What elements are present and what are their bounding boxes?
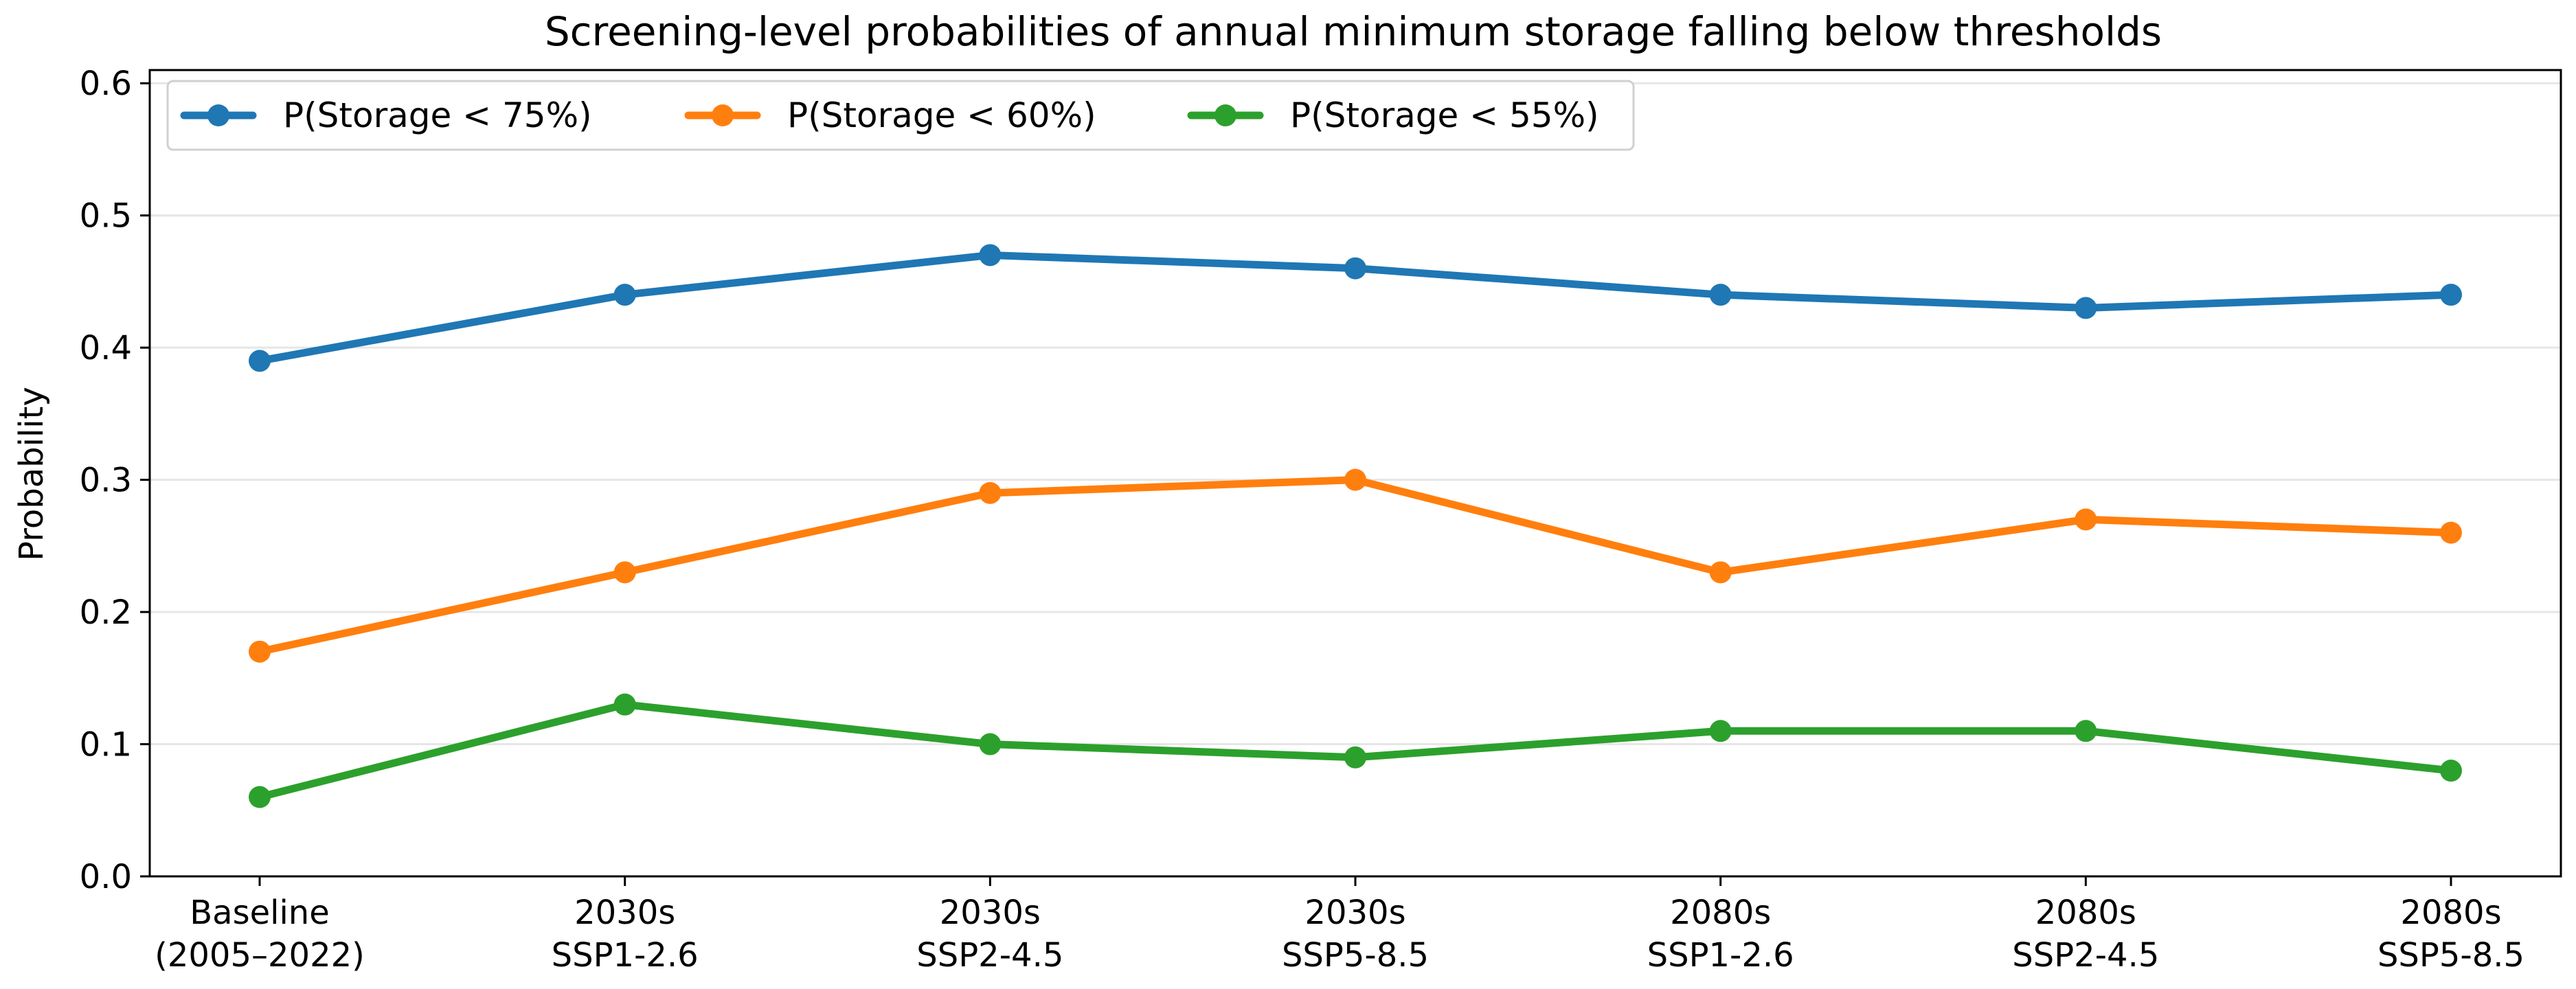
chart-title: Screening-level probabilities of annual … bbox=[545, 8, 2162, 55]
data-point bbox=[613, 284, 636, 306]
x-tick-label: (2005–2022) bbox=[155, 936, 365, 975]
y-tick-label: 0.6 bbox=[80, 65, 132, 103]
x-tick-label: 2080s bbox=[2035, 894, 2136, 932]
data-point bbox=[2075, 508, 2097, 531]
series-1 bbox=[249, 244, 2462, 372]
data-point bbox=[1709, 561, 1732, 584]
series-2 bbox=[249, 468, 2462, 663]
y-tick-label: 0.4 bbox=[80, 329, 132, 367]
x-tick-label: 2080s bbox=[1670, 894, 1771, 932]
data-point bbox=[2440, 521, 2462, 544]
y-axis-label: Probability bbox=[12, 387, 51, 561]
y-tick-label: 0.3 bbox=[80, 462, 132, 500]
x-tick-label: 2030s bbox=[940, 894, 1041, 932]
y-tick-label: 0.5 bbox=[80, 197, 132, 236]
x-tick-label: SSP1-2.6 bbox=[1647, 936, 1794, 975]
legend-swatch-marker bbox=[1214, 104, 1236, 126]
data-point bbox=[249, 350, 271, 372]
data-point bbox=[2440, 284, 2462, 306]
y-tick-label: 0.2 bbox=[80, 593, 132, 632]
x-tick-label: SSP2-4.5 bbox=[916, 936, 1063, 975]
data-point bbox=[979, 733, 1002, 755]
legend-swatch-marker bbox=[207, 104, 229, 126]
data-point bbox=[1344, 257, 1366, 280]
data-point bbox=[979, 481, 1002, 504]
data-point bbox=[249, 786, 271, 808]
legend-label: P(Storage < 75%) bbox=[283, 95, 592, 135]
data-point bbox=[613, 693, 636, 716]
y-tick-label: 0.1 bbox=[80, 726, 132, 764]
legend-box bbox=[166, 80, 1635, 151]
x-tick-label: Baseline bbox=[190, 894, 330, 932]
legend-item: P(Storage < 60%) bbox=[684, 95, 1096, 135]
data-point bbox=[979, 244, 1002, 266]
data-point bbox=[1344, 468, 1366, 491]
series-layer bbox=[249, 244, 2462, 808]
x-tick-label: 2030s bbox=[574, 894, 675, 932]
legend: P(Storage < 75%) P(Storage < 60%) P(Storag… bbox=[166, 80, 1635, 151]
x-tick-label: SSP2-4.5 bbox=[2012, 936, 2159, 975]
series-3 bbox=[249, 693, 2462, 808]
data-point bbox=[1709, 720, 1732, 742]
data-point bbox=[1709, 284, 1732, 306]
legend-item: P(Storage < 55%) bbox=[1187, 95, 1599, 135]
data-point bbox=[613, 561, 636, 584]
data-point bbox=[249, 640, 271, 663]
x-tick-label: SSP5-8.5 bbox=[1282, 936, 1429, 975]
x-tick-label: SSP5-8.5 bbox=[2377, 936, 2524, 975]
y-tick-label: 0.0 bbox=[80, 858, 132, 896]
x-tick-label: 2080s bbox=[2400, 894, 2501, 932]
legend-swatch-marker bbox=[712, 104, 734, 126]
legend-label: P(Storage < 55%) bbox=[1290, 95, 1599, 135]
data-point bbox=[2075, 297, 2097, 319]
x-tick-label: 2030s bbox=[1304, 894, 1405, 932]
plot-frame bbox=[148, 69, 2562, 878]
x-tick-label: SSP1-2.6 bbox=[552, 936, 699, 975]
axis-layer: 0.0 0.1 0.2 0.3 0.4 0.5 0.6 Baseline (2005–2022)… bbox=[80, 65, 2562, 975]
data-point bbox=[2075, 720, 2097, 742]
data-point bbox=[1344, 746, 1366, 769]
legend-label: P(Storage < 60%) bbox=[787, 95, 1096, 135]
data-point bbox=[2440, 760, 2462, 782]
legend-item: P(Storage < 75%) bbox=[180, 95, 592, 135]
